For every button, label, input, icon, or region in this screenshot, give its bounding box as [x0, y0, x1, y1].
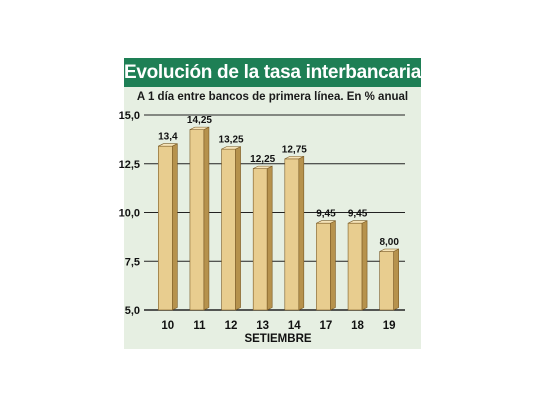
- y-tick-label: 10,0: [119, 208, 140, 220]
- y-tick-label: 7,5: [125, 256, 140, 268]
- x-tick-label: 11: [193, 320, 206, 332]
- bar: [347, 222, 363, 311]
- bar: [252, 168, 268, 311]
- x-tick-label: 12: [225, 320, 238, 332]
- chart-title-bar: Evolución de la tasa interbancaria: [124, 58, 421, 87]
- x-tick-label: 10: [161, 320, 174, 332]
- bar-top: [316, 220, 336, 224]
- x-tick-label: 17: [320, 320, 333, 332]
- bar-top: [253, 165, 273, 169]
- data-label: 9,45: [316, 209, 336, 220]
- bar: [189, 129, 205, 311]
- bar-top: [379, 248, 399, 252]
- bar-top: [347, 220, 368, 224]
- bar: [221, 148, 236, 311]
- data-label: 8,00: [379, 237, 399, 248]
- bar-top: [158, 143, 178, 147]
- bar-side: [172, 143, 178, 311]
- bar-top: [284, 156, 304, 160]
- bar: [158, 145, 173, 311]
- bar-side: [203, 126, 210, 311]
- chart-title: Evolución de la tasa interbancaria: [123, 61, 422, 83]
- bar-side: [266, 165, 273, 311]
- bar-side: [330, 220, 336, 311]
- y-tick-label: 15,0: [119, 110, 140, 122]
- bar: [284, 158, 300, 311]
- x-tick-label: 14: [288, 320, 301, 332]
- data-label: 12,75: [282, 144, 307, 155]
- bar: [316, 222, 331, 311]
- x-tick-label: 19: [383, 320, 396, 332]
- x-axis-title: SETIEMBRE: [244, 333, 311, 345]
- bar-side: [361, 220, 368, 311]
- y-tick-label: 5,0: [125, 305, 140, 317]
- data-label: 12,25: [250, 154, 275, 165]
- data-label: 13,4: [158, 132, 178, 143]
- data-label: 9,45: [348, 209, 368, 220]
- bar-top: [189, 126, 210, 130]
- x-tick-label: 18: [351, 320, 364, 332]
- chart-subtitle: A 1 día entre bancos de primera línea. E…: [136, 91, 409, 103]
- bar-side: [298, 155, 305, 311]
- bar-top: [221, 146, 241, 150]
- data-label: 14,25: [187, 115, 212, 126]
- bar: [379, 251, 394, 311]
- data-label: 13,25: [219, 135, 244, 146]
- bar-side: [235, 146, 241, 311]
- y-tick-label: 12,5: [119, 159, 140, 171]
- bar-side: [393, 248, 399, 311]
- x-tick-label: 13: [256, 320, 269, 332]
